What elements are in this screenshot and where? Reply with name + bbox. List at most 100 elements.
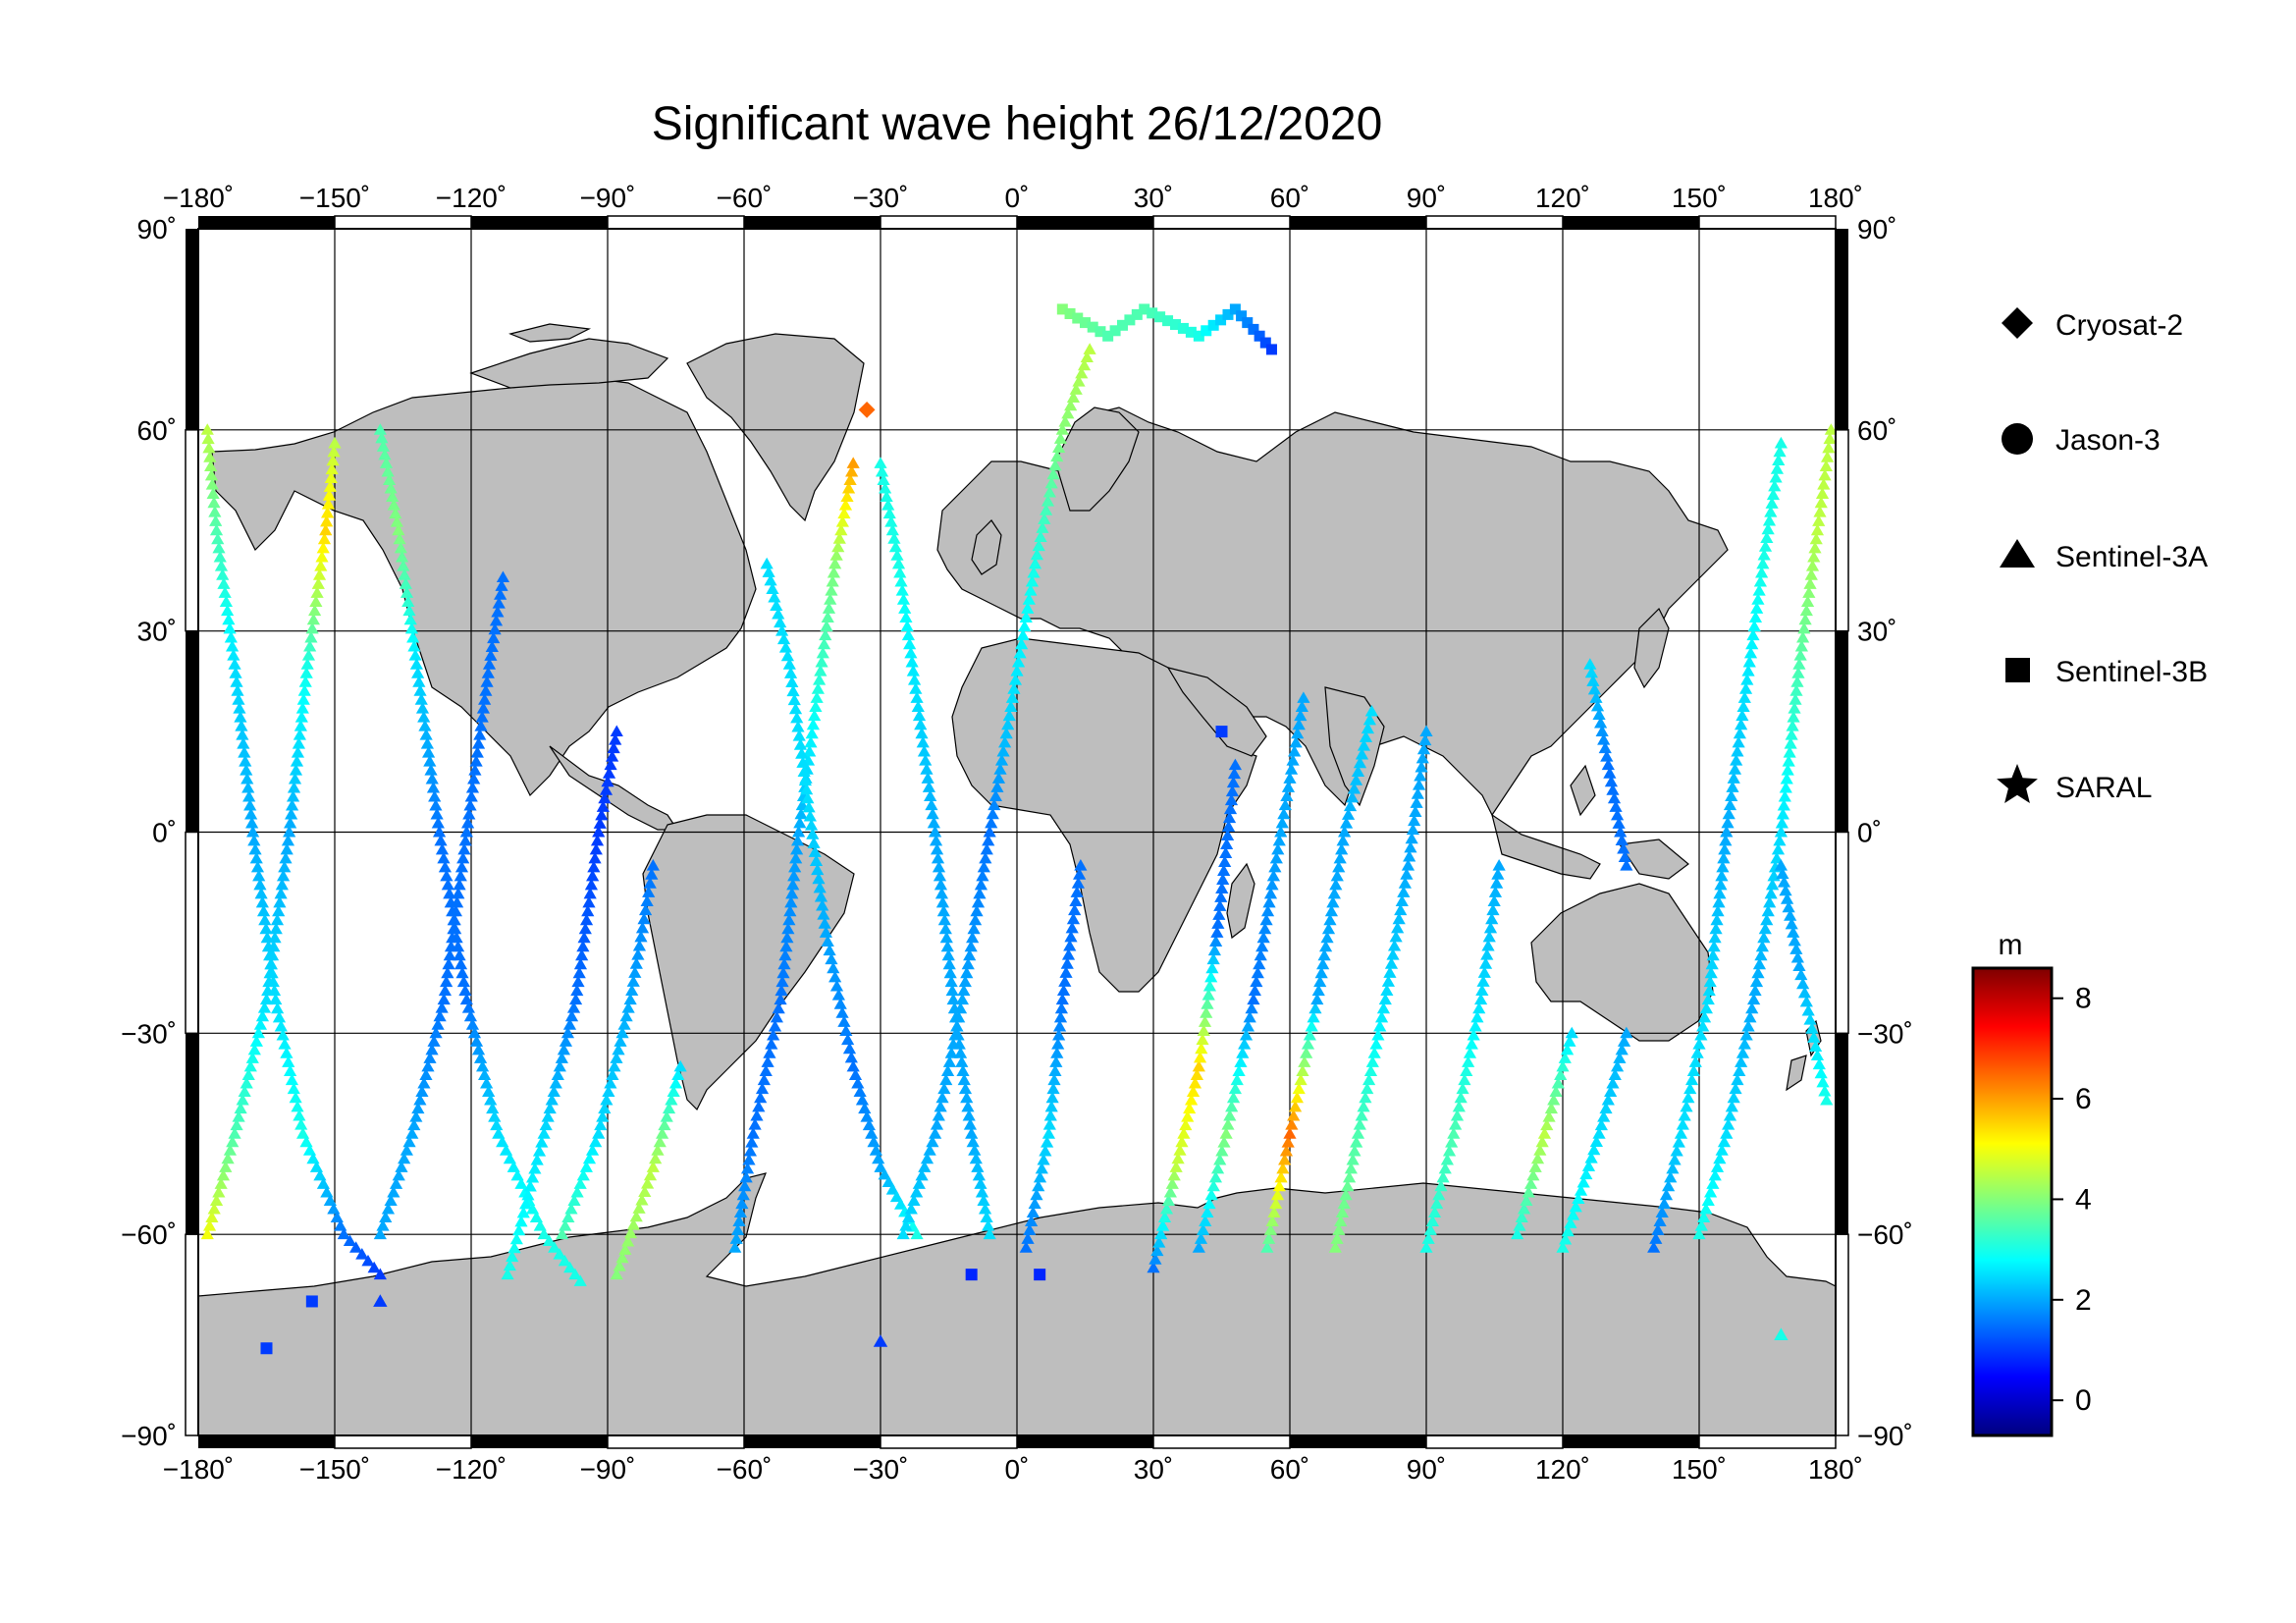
- track-point: [1718, 842, 1732, 855]
- track-point: [1032, 539, 1045, 552]
- track-point: [561, 1211, 575, 1223]
- track-point: [801, 791, 815, 804]
- track-point: [373, 1227, 387, 1240]
- track-point: [376, 440, 391, 452]
- track-point: [1528, 1161, 1542, 1172]
- track-point: [1713, 1152, 1727, 1164]
- track-point: [207, 1202, 221, 1215]
- track-point: [1339, 817, 1354, 829]
- track-point: [1609, 800, 1623, 812]
- track-point: [1752, 584, 1766, 596]
- track-point: [804, 735, 818, 748]
- track-point: [1436, 1170, 1450, 1183]
- track-point: [222, 613, 236, 625]
- track-point: [1799, 604, 1813, 617]
- track-point: [564, 1202, 578, 1215]
- track-point: [882, 507, 896, 519]
- frame-segment-top: [1290, 216, 1426, 229]
- track-point: [478, 693, 492, 705]
- track-point: [326, 454, 340, 466]
- track-point: [233, 702, 246, 714]
- track-point: [733, 1206, 748, 1218]
- track-point: [1243, 1010, 1256, 1023]
- track-point: [1520, 1194, 1533, 1206]
- track-point: [440, 975, 454, 988]
- track-point: [212, 541, 226, 554]
- track-point: [1481, 939, 1495, 951]
- track-point: [975, 1185, 989, 1198]
- track-point: [1764, 887, 1778, 899]
- track-point: [1102, 330, 1114, 342]
- track-point: [1757, 549, 1771, 561]
- track-point: [495, 579, 508, 591]
- track-point: [1021, 1232, 1035, 1244]
- track-point: [375, 431, 389, 444]
- track-point: [798, 774, 812, 786]
- track-point: [579, 1161, 593, 1172]
- track-point: [278, 860, 292, 873]
- track-point: [398, 568, 411, 580]
- track-point: [786, 878, 800, 891]
- track-point: [1058, 415, 1072, 427]
- latitude-labels-right: 90˚60˚30˚0˚−30˚−60˚−90˚: [1857, 214, 1913, 1451]
- track-point: [1480, 948, 1494, 960]
- track-point: [1152, 1236, 1166, 1248]
- track-point: [1311, 984, 1325, 997]
- track-point: [626, 975, 640, 987]
- track-point: [1583, 658, 1597, 670]
- track-point: [525, 1202, 540, 1215]
- track-point: [334, 1219, 347, 1231]
- track-point: [1763, 895, 1777, 908]
- track-point: [1362, 713, 1377, 726]
- track-point: [980, 842, 993, 855]
- track-point: [568, 993, 583, 1005]
- track-point: [592, 1127, 606, 1139]
- track-point: [1207, 319, 1219, 331]
- track-point: [1041, 495, 1055, 507]
- track-point: [1087, 321, 1098, 333]
- land-greenland: [686, 333, 865, 522]
- track-point: [1272, 834, 1286, 846]
- track-point: [1775, 816, 1789, 829]
- track-point: [1274, 825, 1288, 838]
- track-point: [1242, 317, 1254, 329]
- track-point: [612, 1043, 625, 1055]
- track-point: [806, 828, 820, 839]
- track-point: [387, 1185, 400, 1198]
- track-point: [1283, 772, 1297, 784]
- track-point: [1753, 574, 1767, 587]
- track-point: [1007, 682, 1021, 694]
- track-point: [808, 709, 822, 722]
- frame-segment-bottom: [198, 1435, 335, 1448]
- legend-item-cryosat-2: Cryosat-2: [2002, 307, 2183, 342]
- track-point: [398, 1152, 411, 1164]
- track-point: [285, 1073, 299, 1086]
- track-point: [1664, 1170, 1678, 1183]
- track-point: [1458, 1073, 1471, 1086]
- track-point: [503, 1152, 516, 1164]
- track-point: [579, 913, 594, 926]
- track-point: [1708, 931, 1722, 944]
- track-point: [309, 595, 323, 608]
- track-point: [827, 566, 841, 578]
- track-point: [478, 1068, 492, 1080]
- track-point: [559, 1219, 572, 1231]
- track-point: [463, 1009, 478, 1022]
- track-point: [968, 913, 983, 926]
- track-point: [570, 984, 584, 997]
- lat-tick-label: 0˚: [1857, 818, 1882, 848]
- track-point: [431, 816, 445, 829]
- track-point: [384, 1194, 398, 1206]
- longitude-labels-bottom: −180˚ −150˚ −120˚ −90˚ −60˚ −30˚ 0˚ 30˚ 60˚ 90˚ 12…: [163, 1454, 1863, 1485]
- track-point: [558, 1254, 571, 1267]
- track-point: [1599, 1102, 1613, 1114]
- track-point: [1780, 772, 1793, 784]
- track-point: [1328, 1241, 1342, 1253]
- track-point: [587, 860, 601, 873]
- track-point: [1741, 665, 1755, 676]
- track-point: [419, 1068, 433, 1080]
- track-point: [1053, 432, 1068, 444]
- track-point: [963, 948, 977, 961]
- track-point: [1410, 796, 1423, 808]
- track-point: [820, 620, 833, 632]
